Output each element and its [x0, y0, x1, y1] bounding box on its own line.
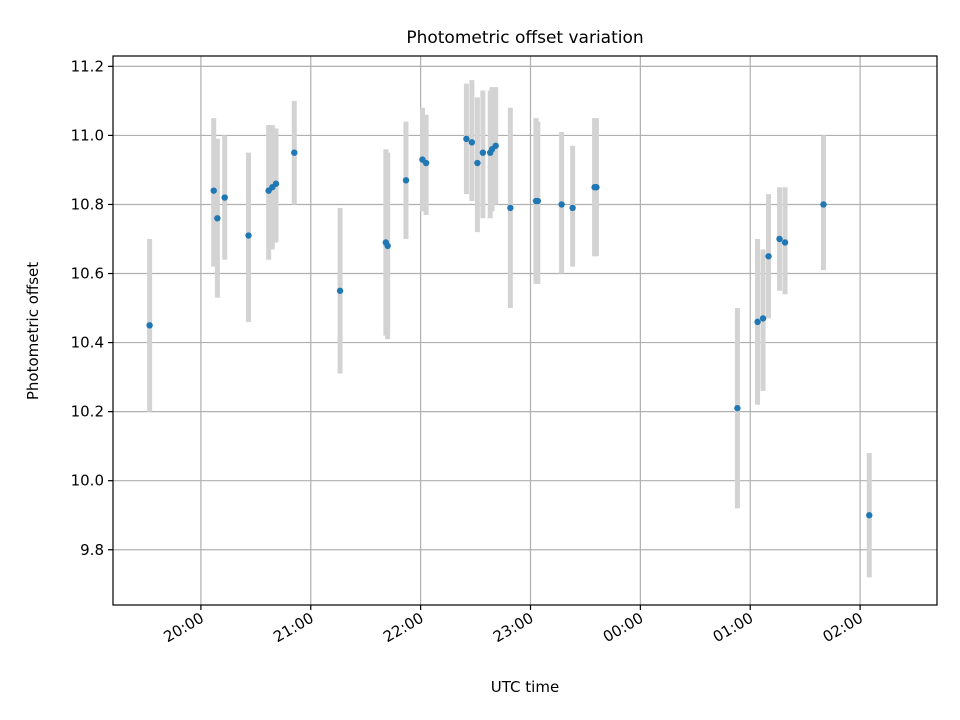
x-tick-label: 02:00	[820, 609, 866, 646]
data-point	[866, 512, 873, 519]
y-tick-label: 10.4	[71, 334, 104, 352]
data-point	[384, 242, 391, 250]
data-point	[272, 180, 280, 187]
chart-title: Photometric offset variation	[406, 28, 643, 48]
data-point	[479, 149, 487, 156]
plot-frame	[112, 55, 938, 606]
y-tick-label: 9.8	[80, 541, 104, 559]
data-point	[569, 204, 576, 212]
y-tick-label: 11.0	[71, 126, 104, 144]
y-axis-label: Photometric offset	[24, 262, 42, 400]
data-point	[765, 253, 772, 260]
x-tick-label: 01:00	[710, 609, 756, 646]
data-point	[492, 142, 499, 149]
data-point	[463, 135, 470, 143]
data-point	[558, 201, 565, 208]
y-tick-label: 10.6	[71, 265, 104, 283]
data-point	[759, 315, 767, 322]
data-point	[402, 177, 410, 184]
error-bars	[147, 80, 872, 578]
x-tick-label: 22:00	[380, 609, 426, 646]
x-tick-label: 20:00	[160, 609, 206, 646]
data-point	[245, 232, 252, 239]
x-tick-label: 23:00	[490, 609, 536, 646]
y-tick-label: 10.2	[71, 403, 104, 421]
grid	[113, 56, 937, 605]
x-axis-label: UTC time	[491, 678, 559, 696]
x-axis-ticks: 20:00 21:00 22:00 23:00 00:00 01:00 02:00	[160, 605, 866, 646]
x-tick-label: 00:00	[600, 609, 646, 646]
data-point	[534, 197, 542, 205]
data-point	[593, 184, 600, 191]
data-point	[291, 149, 298, 156]
data-point	[734, 404, 741, 412]
data-point	[468, 139, 476, 146]
y-tick-label: 10.0	[71, 472, 104, 490]
data-point	[214, 215, 221, 222]
y-tick-label: 11.2	[71, 57, 104, 75]
data-point	[754, 318, 761, 326]
data-point	[221, 194, 228, 201]
data-points	[146, 135, 873, 519]
data-point	[820, 201, 827, 208]
y-tick-label: 10.8	[71, 195, 104, 213]
data-point	[776, 235, 783, 243]
data-point	[146, 322, 153, 329]
data-point	[422, 159, 430, 167]
data-point	[474, 159, 481, 167]
data-point	[210, 187, 217, 194]
data-point	[507, 204, 514, 212]
y-axis-ticks: 9.8 10.0 10.2 10.4 10.6 10.8 11.0 11.2	[71, 57, 113, 559]
data-point	[336, 287, 344, 294]
data-point	[781, 239, 789, 246]
x-tick-label: 21:00	[270, 609, 316, 646]
